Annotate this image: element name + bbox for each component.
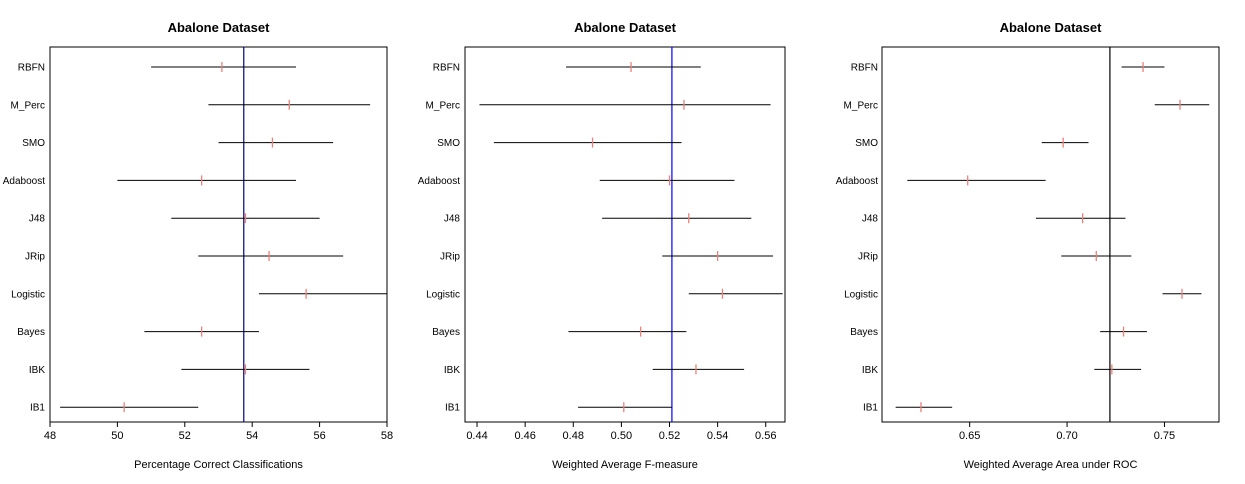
category-label: Logistic: [11, 289, 45, 300]
category-label: RBFN: [18, 63, 45, 74]
category-label: Adaboost: [836, 176, 878, 187]
plot-frame: [881, 46, 1220, 423]
category-label: IB1: [445, 403, 460, 414]
x-tick-label: 54: [246, 430, 258, 442]
chart-title: Abalone Dataset: [574, 20, 677, 35]
x-tick-label: 50: [111, 430, 123, 442]
x-tick-label: 0.54: [707, 430, 728, 442]
category-label: Logistic: [844, 289, 878, 300]
category-label: Logistic: [426, 289, 460, 300]
category-label: IBK: [29, 365, 45, 376]
category-label: SMO: [855, 138, 878, 149]
category-label: RBFN: [851, 63, 878, 74]
category-label: J48: [444, 214, 461, 225]
x-tick-label: 0.44: [466, 430, 487, 442]
category-label: JRip: [858, 252, 878, 263]
x-tick-label: 58: [381, 430, 393, 442]
category-label: SMO: [437, 138, 460, 149]
category-label: IBK: [862, 365, 878, 376]
x-tick-label: 0.48: [563, 430, 584, 442]
category-label: M_Perc: [844, 100, 878, 111]
x-tick-label: 0.65: [959, 430, 980, 442]
x-tick-label: 52: [179, 430, 191, 442]
x-tick-label: 0.52: [659, 430, 680, 442]
category-label: JRip: [25, 252, 45, 263]
x-axis-label: Weighted Average F-measure: [552, 459, 698, 471]
plot-frame: [464, 46, 786, 423]
category-label: SMO: [22, 138, 45, 149]
category-label: IBK: [444, 365, 460, 376]
x-tick-label: 0.46: [514, 430, 535, 442]
x-axis-label: Weighted Average Area under ROC: [964, 459, 1138, 471]
x-axis-label: Percentage Correct Classifications: [134, 459, 303, 471]
category-label: J48: [862, 214, 879, 225]
category-label: JRip: [440, 252, 460, 263]
x-tick-label: 0.56: [755, 430, 776, 442]
chart-title: Abalone Dataset: [168, 20, 271, 35]
category-label: IB1: [30, 403, 45, 414]
category-label: Adaboost: [3, 176, 45, 187]
chart-panel-2: Abalone Dataset RBFN M_Perc SMO Adaboost J48 J…: [418, 20, 786, 471]
category-label: Bayes: [850, 327, 878, 338]
category-label: Adaboost: [418, 176, 460, 187]
x-tick-label: 48: [44, 430, 56, 442]
category-label: J48: [29, 214, 46, 225]
x-tick-label: 0.70: [1056, 430, 1077, 442]
category-label: RBFN: [433, 63, 460, 74]
category-label: IB1: [863, 403, 878, 414]
plot-frame: [49, 46, 388, 423]
x-tick-label: 0.50: [611, 430, 632, 442]
chart-panel-1: Abalone Dataset RBFN M_Perc SMO Adaboost J48 J…: [3, 20, 393, 471]
chart-title: Abalone Dataset: [1000, 20, 1103, 35]
category-label: M_Perc: [426, 100, 460, 111]
category-label: M_Perc: [11, 100, 45, 111]
category-label: Bayes: [432, 327, 460, 338]
x-tick-label: 56: [313, 430, 325, 442]
chart-panel-3: Abalone Dataset RBFN M_Perc SMO Adaboost J48 J…: [836, 20, 1220, 471]
x-tick-label: 0.75: [1154, 430, 1175, 442]
category-label: Bayes: [17, 327, 45, 338]
